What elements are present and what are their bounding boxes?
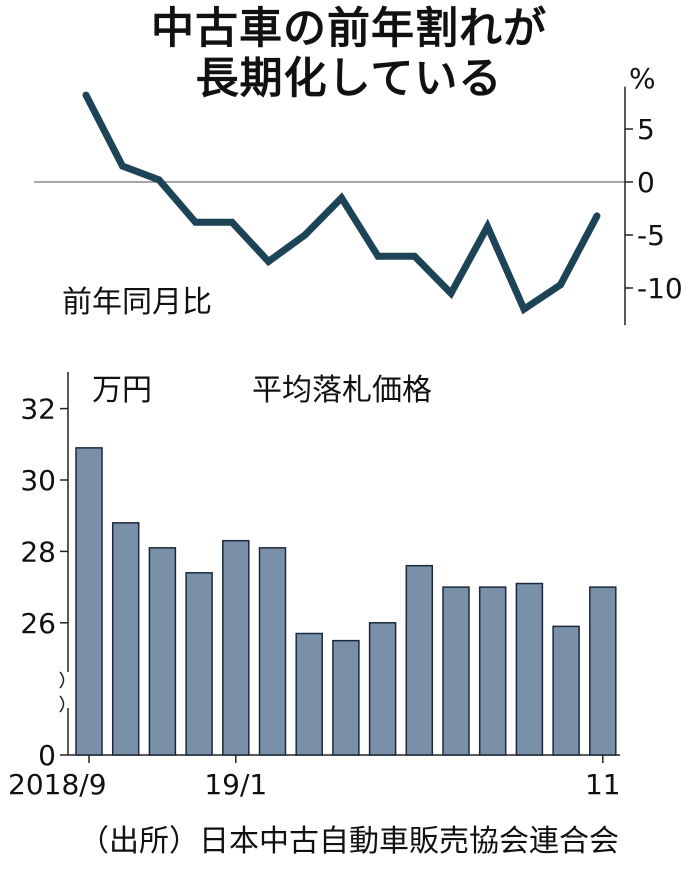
line-data-point (155, 176, 163, 184)
line-data-point (447, 289, 455, 297)
bar-y-tick-label: 26 (20, 607, 56, 640)
bar-y-tick-label: 28 (20, 535, 56, 568)
line-y-unit: % (629, 62, 656, 95)
bar (442, 586, 470, 756)
bar-x-tick-label: 11 (585, 768, 621, 801)
bar-x-tick-label: 2018/9 (8, 768, 107, 801)
line-data-point (301, 231, 309, 239)
bar (148, 547, 177, 756)
line-y-tick-label: 5 (637, 113, 655, 146)
bar (478, 586, 507, 756)
bar (258, 547, 287, 756)
bar (222, 539, 250, 756)
bar (515, 582, 544, 756)
title-line-2: 長期化している (195, 54, 503, 104)
title-line-1: 中古車の前年割れが (151, 4, 547, 54)
bar-y-tick-label: 30 (20, 464, 56, 497)
bar (111, 522, 140, 756)
line-series-path (82, 93, 601, 315)
line-data-point (338, 194, 345, 202)
bar-y-tick-label: 0 (38, 739, 56, 772)
bar (368, 622, 397, 756)
line-data-point (593, 212, 601, 220)
bar (332, 639, 360, 756)
bar-series-label: 平均落札価格 (252, 373, 432, 408)
axis-break-mark (59, 695, 65, 713)
line-y-tick-label: -10 (637, 272, 683, 305)
source-note: （出所）日本中古自動車販売協会連合会 (79, 824, 619, 859)
bar (552, 625, 580, 756)
bar (75, 447, 103, 756)
line-data-point (484, 223, 491, 231)
bar (405, 564, 434, 756)
bar (185, 572, 213, 756)
line-data-point (119, 162, 126, 170)
line-data-point (265, 258, 272, 265)
line-data-point (411, 252, 418, 260)
line-data-point (228, 218, 236, 226)
line-y-tick-label: -5 (637, 219, 665, 252)
bar-y-tick-label: 32 (20, 393, 56, 426)
line-data-point (520, 305, 528, 313)
line-y-tick-label: 0 (637, 166, 655, 199)
bar-x-tick-label: 19/1 (204, 768, 267, 801)
axis-break-mark (59, 671, 65, 689)
line-data-point (557, 281, 564, 289)
line-data-point (192, 218, 199, 226)
bar-y-unit: 万円 (92, 373, 152, 408)
chart-title: 中古車の前年割れが 長期化している (0, 4, 698, 104)
line-data-point (374, 252, 382, 260)
line-series-label: 前年同月比 (62, 285, 212, 320)
line-data-point (82, 91, 90, 99)
bar (295, 632, 323, 756)
bar (589, 586, 617, 756)
